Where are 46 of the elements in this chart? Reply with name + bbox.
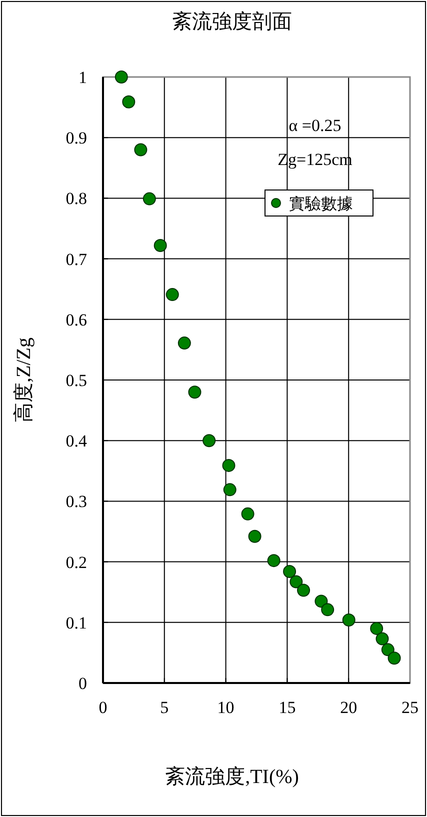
legend-label: 實驗數據 xyxy=(289,195,353,213)
point xyxy=(297,584,310,597)
point xyxy=(188,386,202,399)
point xyxy=(248,530,262,543)
x-tick-label: 25 xyxy=(402,698,418,717)
y-tick-label: 0.3 xyxy=(66,492,87,512)
point xyxy=(154,238,167,252)
y-tick-label: 0.7 xyxy=(66,250,88,269)
point xyxy=(376,632,389,646)
point xyxy=(222,458,236,472)
point xyxy=(370,622,384,635)
point xyxy=(223,483,236,496)
point xyxy=(241,507,254,520)
x-tick-label: 5 xyxy=(160,698,169,717)
point xyxy=(114,70,128,84)
x-tick-label: 10 xyxy=(217,698,234,717)
y-tick-label: 0.4 xyxy=(66,432,88,451)
point xyxy=(342,613,356,626)
point xyxy=(122,95,136,108)
y-tick-label: 0.6 xyxy=(66,310,87,330)
point xyxy=(290,575,303,588)
point xyxy=(314,594,328,608)
x-axis-title: 紊流強度,TI(%) xyxy=(165,765,299,788)
point xyxy=(134,143,148,156)
y-tick-label: 0.5 xyxy=(66,371,87,390)
point xyxy=(381,643,394,656)
point xyxy=(321,603,334,616)
point xyxy=(178,336,191,350)
x-tick-label: 15 xyxy=(278,698,296,717)
annotation: α =0.25 xyxy=(288,116,342,135)
chart-title: 紊流強度剖面 xyxy=(172,10,292,33)
point xyxy=(166,288,179,302)
point xyxy=(202,434,216,448)
y-tick-label: 0.2 xyxy=(66,552,87,572)
point xyxy=(283,564,296,578)
point xyxy=(267,554,280,568)
y-tick-label: 0 xyxy=(78,674,87,693)
y-tick-label: 0.8 xyxy=(66,189,87,208)
y-tick-label: 0.9 xyxy=(66,128,87,148)
point xyxy=(142,192,156,206)
x-tick-label: 0 xyxy=(98,698,108,717)
y-tick-label: 0.1 xyxy=(66,613,87,632)
x-tick-label: 20 xyxy=(340,698,358,717)
y-axis-title: 高度,Z/Zg xyxy=(12,338,35,422)
point xyxy=(388,652,401,665)
y-tick-label: 1 xyxy=(78,68,87,87)
